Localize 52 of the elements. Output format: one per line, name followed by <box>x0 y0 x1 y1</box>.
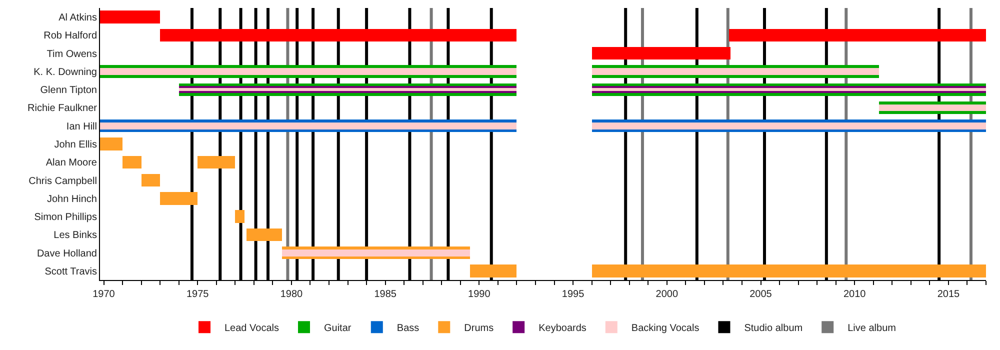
bar <box>470 264 517 278</box>
bar <box>160 192 198 205</box>
bar <box>198 156 236 168</box>
x-tick-label: 1990 <box>468 289 491 300</box>
x-tick-label: 2010 <box>843 289 866 300</box>
bar <box>728 28 986 42</box>
x-tick-label: 1980 <box>280 289 304 300</box>
legend-label: Keyboards <box>538 323 586 334</box>
legend-label: Studio album <box>744 323 803 334</box>
bar <box>141 174 160 187</box>
x-tick-label: 1975 <box>186 289 210 300</box>
bar <box>592 264 986 278</box>
y-tick-label: K. K. Downing <box>34 66 97 78</box>
y-tick-label: Richie Faulkner <box>28 103 98 114</box>
legend-label: Lead Vocals <box>224 323 279 334</box>
bar <box>592 68 879 75</box>
y-tick-label: Glenn Tipton <box>40 85 97 96</box>
bar <box>100 138 123 150</box>
y-tick-label: Chris Campbell <box>28 176 97 187</box>
bar <box>100 122 517 130</box>
bar <box>246 228 282 242</box>
bar <box>879 104 986 112</box>
x-tick-label: 2005 <box>750 289 772 300</box>
y-tick-label: Al Atkins <box>58 12 97 24</box>
y-tick-label: Simon Phillips <box>34 212 97 224</box>
bar <box>160 28 517 42</box>
y-tick-label: Dave Holland <box>36 248 97 260</box>
bar <box>592 46 731 60</box>
y-tick-label: Scott Travis <box>44 266 97 278</box>
legend-label: Guitar <box>324 323 352 334</box>
y-tick-label: Tim Owens <box>46 48 97 60</box>
bar <box>100 10 160 24</box>
x-tick-label: 1970 <box>92 289 116 300</box>
x-tick-label: 1995 <box>562 289 585 300</box>
y-tick-label: John Ellis <box>54 140 97 150</box>
x-tick-label: 2015 <box>937 289 960 300</box>
legend-label: Drums <box>464 323 494 334</box>
legend-label: Live album <box>848 323 896 334</box>
bar <box>122 156 142 168</box>
y-tick-label: Les Binks <box>54 230 97 242</box>
bar <box>282 249 470 256</box>
y-tick-label: Ian Hill <box>66 121 97 132</box>
x-tick-label: 2000 <box>656 289 678 300</box>
y-tick-label: John Hinch <box>46 194 97 205</box>
x-tick-label: 1985 <box>374 289 397 300</box>
y-tick-label: Rob Halford <box>44 30 97 42</box>
legend-label: Bass <box>396 323 420 334</box>
legend-label: Backing Vocals <box>631 323 700 334</box>
bar <box>592 122 986 130</box>
bar <box>235 210 245 223</box>
y-tick-label: Alan Moore <box>46 158 98 169</box>
bar <box>100 68 517 75</box>
